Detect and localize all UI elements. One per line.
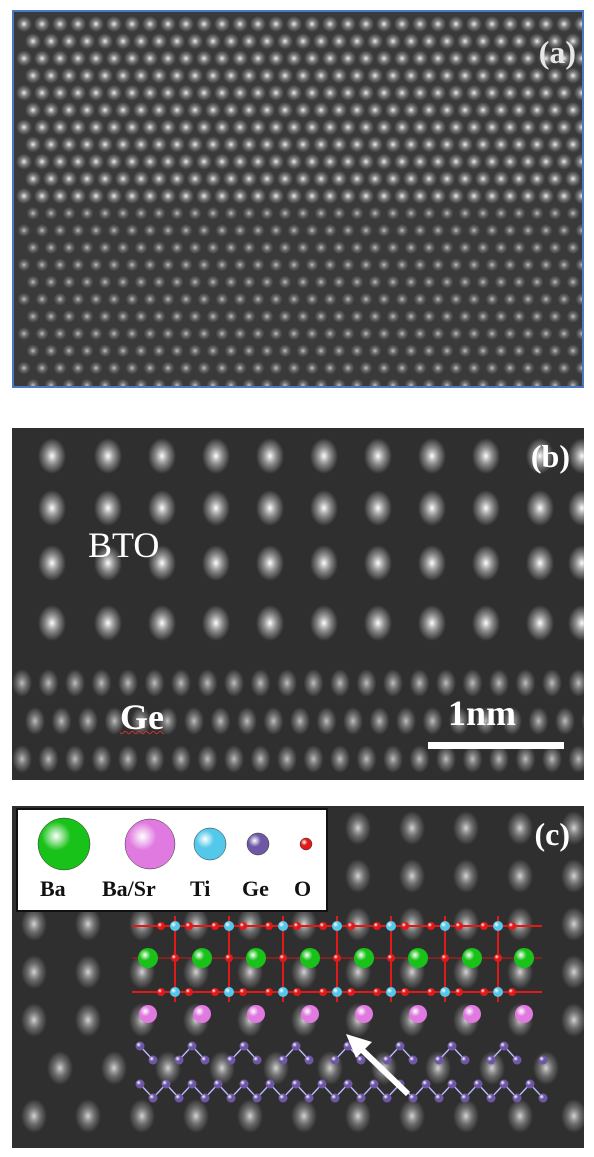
legend-atom-ti <box>193 827 227 861</box>
legend-atom-ge <box>246 832 270 856</box>
panel-b-stem-image: (b) BTO Ge 1nm <box>12 428 584 780</box>
bto-label: BTO <box>88 525 160 565</box>
legend-label-ti: Ti <box>190 876 211 901</box>
arrow-indicator <box>346 1034 411 1097</box>
atom-columns <box>12 438 584 773</box>
atom-legend: Ba Ba/Sr Ti Ge O <box>16 808 328 912</box>
legend-label-ge: Ge <box>242 876 269 901</box>
legend-atom-ba <box>37 817 91 871</box>
ge-honeycomb <box>135 1041 548 1103</box>
atomic-lattice-image-b <box>12 428 584 780</box>
atom-columns <box>16 16 582 386</box>
panel-c-stem-image: (c) Ba Ba/Sr Ti Ge O <box>12 806 584 1148</box>
legend-label-ba: Ba <box>40 876 66 901</box>
ge-label: Ge <box>120 697 164 737</box>
atomic-lattice-image-a <box>14 12 582 386</box>
legend-atoms <box>37 817 313 871</box>
panel-b-label: (b) <box>530 438 570 474</box>
panel-a-stem-image: (a) <box>12 10 584 388</box>
scale-bar-label: 1nm <box>448 693 517 733</box>
panel-a-label: (a) <box>538 34 576 70</box>
legend-atom-o <box>299 837 313 851</box>
panel-c-label: (c) <box>534 816 570 852</box>
atomic-model <box>132 916 548 1103</box>
legend-atom-ba-sr <box>124 818 176 870</box>
legend-label-ba-sr: Ba/Sr <box>102 876 156 901</box>
scale-bar <box>428 742 564 749</box>
legend-label-o: O <box>294 876 312 901</box>
